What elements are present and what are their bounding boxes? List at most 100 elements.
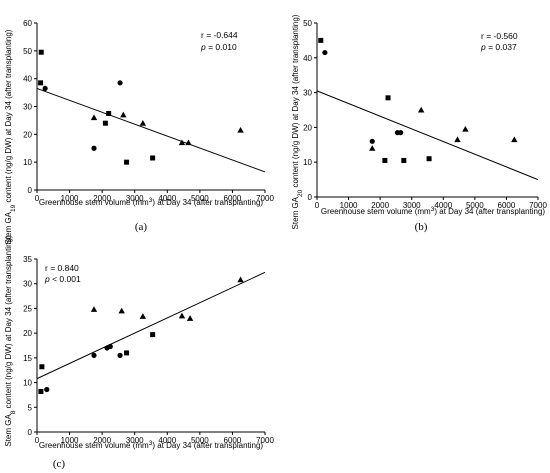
panel-b-x-tick-label: 5000 — [466, 201, 484, 210]
panel-c-triangle-point — [237, 276, 244, 283]
panel-a-r-annotation: r = -0.644 — [201, 30, 238, 40]
panel-c-circle-point — [44, 386, 50, 393]
panel-a-regression-line — [36, 87, 266, 173]
panel-c-triangle-point — [186, 315, 194, 321]
panel-b-y-tick-label: 10 — [303, 158, 312, 167]
panel-c-label: (c) — [53, 458, 66, 470]
panel-c-r-annotation: r = 0.840 — [45, 263, 79, 273]
panel-a-x-tick-label: 0 — [35, 194, 40, 203]
panel-b-x-tick-label: 3000 — [403, 201, 421, 210]
panel-b-r-annotation: r = -0.560 — [481, 31, 518, 41]
panel-a-chart: Stem GA19 content (ng/g DW) at Day 34 (a… — [4, 19, 274, 244]
panel-b-y-tick-label: 0 — [308, 193, 313, 202]
panel-a-square-point — [106, 110, 112, 116]
panel-c-xlabel: Greenhouse stem volume (mm3) at Day 34 (… — [39, 440, 264, 451]
panel-a-y-tick-label: 20 — [23, 130, 32, 139]
panel-c-circle-point — [117, 352, 123, 358]
panel-c-circle-point — [107, 343, 113, 350]
panel-c-y-tick-label: 10 — [23, 379, 32, 388]
panel-c-p-annotation: p < 0.001 — [44, 274, 81, 284]
panel-b-square-point — [401, 157, 407, 163]
panel-a-x-tick-label: 1000 — [61, 194, 79, 203]
panel-a-x-tick-label: 6000 — [224, 194, 242, 203]
panel-b-circle-point — [369, 138, 375, 144]
panel-b-x-tick-label: 0 — [315, 201, 320, 210]
panel-b-xlabel: Greenhouse stem volume (mm3) at Day 34 (… — [321, 206, 546, 217]
panel-a-y-tick-label: 60 — [23, 19, 32, 28]
panel-a-y-tick-label: 40 — [23, 75, 32, 84]
panel-c-square-point — [39, 364, 45, 370]
panel-b-triangle-point — [369, 145, 376, 151]
panel-c-x-tick-label: 3000 — [126, 436, 144, 445]
panel-b-x-tick-label: 6000 — [498, 201, 516, 210]
panel-b-square-point — [382, 157, 388, 163]
panel-a-x-tick-label: 7000 — [256, 194, 274, 203]
panel-b-y-tick-label: 50 — [303, 19, 312, 28]
panel-b-y-tick-label: 30 — [303, 89, 312, 98]
panel-a-ylabel: Stem GA19 content (ng/g DW) at Day 34 (a… — [4, 29, 17, 244]
panel-b-p-annotation: p = 0.037 — [480, 42, 517, 52]
panel-b-chart: Stem GA20 content (ng/g DW) at Day 34 (a… — [291, 14, 547, 233]
panel-c-chart: Stem GA8 content (ng/g DW) at Day 34 (af… — [4, 235, 274, 470]
panel-b-x-tick-label: 1000 — [340, 201, 358, 210]
panel-a-triangle-point — [139, 120, 147, 126]
panel-a-x-tick-label: 4000 — [158, 194, 176, 203]
panel-b-x-tick-label: 4000 — [434, 201, 452, 210]
panel-b-circle-point — [322, 49, 328, 56]
panel-a-square-point — [102, 120, 108, 126]
panel-c-x-tick-label: 6000 — [224, 436, 242, 445]
panel-a-triangle-point — [237, 126, 244, 133]
panel-a-label: (a) — [135, 221, 148, 233]
panel-b-triangle-point — [417, 106, 425, 113]
panel-b-square-point — [385, 95, 391, 101]
panel-b-circle-point — [398, 130, 404, 136]
panel-c-x-tick-label: 2000 — [93, 436, 111, 445]
panel-a-y-tick-label: 30 — [23, 103, 32, 112]
panel-a-circle-point — [117, 80, 123, 86]
panel-c-y-tick-label: 35 — [23, 255, 32, 264]
panel-a-x-tick-label: 5000 — [191, 194, 209, 203]
panel-c-x-tick-label: 0 — [35, 436, 40, 445]
panel-c-regression-line — [36, 271, 266, 380]
panel-b-square-point — [318, 37, 324, 43]
panel-a-xlabel: Greenhouse stem volume (mm3) at Day 34 (… — [39, 197, 264, 208]
panel-a-circle-point — [42, 85, 48, 92]
panel-c-triangle-point — [118, 307, 125, 314]
panel-a-triangle-point — [90, 114, 98, 121]
panel-b-triangle-point — [511, 136, 518, 143]
panel-c-triangle-point — [90, 306, 98, 312]
panel-b-x-tick-label: 7000 — [529, 201, 547, 210]
panel-b-triangle-point — [462, 125, 469, 132]
panel-a-x-tick-label: 2000 — [93, 194, 111, 203]
panel-c-y-tick-label: 20 — [23, 329, 32, 338]
panel-c-triangle-point — [139, 313, 147, 319]
panel-b-x-tick-label: 2000 — [371, 201, 389, 210]
panel-c-ylabel: Stem GA8 content (ng/g DW) at Day 34 (af… — [4, 235, 17, 447]
panel-a-triangle-point — [185, 139, 192, 146]
panel-c-square-point — [150, 332, 156, 338]
panel-c-y-tick-label: 0 — [28, 428, 33, 437]
panel-a-circle-point — [91, 145, 97, 151]
panel-c-y-tick-label: 30 — [23, 280, 32, 289]
panel-c-y-tick-label: 15 — [23, 354, 32, 363]
panel-a-square-point — [38, 80, 44, 86]
panel-b-regression-line — [316, 90, 539, 181]
panel-a-triangle-point — [178, 139, 186, 146]
panel-a-square-point — [124, 159, 130, 165]
panel-b-triangle-point — [454, 136, 461, 143]
panel-c-x-tick-label: 5000 — [191, 436, 209, 445]
panel-b-ylabel: Stem GA20 content (ng/g DW) at Day 34 (a… — [291, 14, 304, 229]
panel-b-label: (b) — [415, 221, 428, 233]
panel-b-y-tick-label: 20 — [303, 123, 312, 132]
panel-c-square-point — [124, 350, 130, 356]
panel-a-p-annotation: p = 0.010 — [200, 42, 237, 52]
panel-a-y-tick-label: 50 — [23, 47, 32, 56]
panel-a-square-point — [150, 155, 156, 161]
panel-a-triangle-point — [120, 111, 127, 118]
panel-c-x-tick-label: 7000 — [256, 436, 274, 445]
panel-a-y-tick-label: 0 — [28, 186, 33, 195]
panel-c-y-tick-label: 5 — [28, 403, 33, 412]
panel-a-y-tick-label: 10 — [23, 158, 32, 167]
panel-b-y-tick-label: 40 — [303, 54, 312, 63]
